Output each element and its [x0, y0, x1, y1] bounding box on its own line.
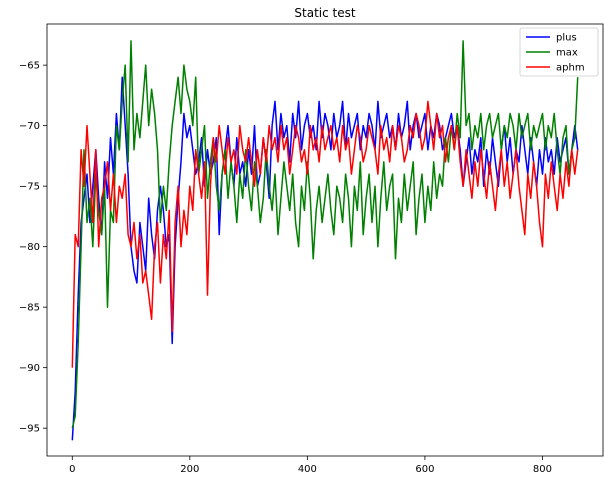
x-tick-label: 800 [533, 464, 552, 475]
axes-frame [46, 23, 604, 457]
legend: plus max aphm [519, 27, 599, 77]
legend-box [519, 27, 599, 77]
y-tick-label: −80 [19, 242, 40, 253]
x-tick-label: 600 [415, 464, 434, 475]
y-tick-label: −75 [19, 182, 40, 193]
x-tick-label: 400 [298, 464, 317, 475]
ticks-layer: 0 200 400 600 800 −95 −90 −85 −80 −75 −70 −65 [19, 61, 552, 475]
series-layer [71, 40, 579, 441]
y-tick-label: −65 [19, 61, 40, 72]
y-tick-label: −85 [19, 303, 40, 314]
series-line-aphm [71, 100, 579, 368]
y-tick-label: −95 [19, 424, 40, 435]
legend-label-plus: plus [556, 33, 577, 44]
x-tick-label: 200 [180, 464, 199, 475]
chart-title: Static test [294, 6, 355, 20]
y-tick-label: −90 [19, 363, 40, 374]
series-line-max [71, 40, 579, 429]
legend-label-max: max [556, 48, 578, 59]
legend-label-aphm: aphm [556, 63, 585, 74]
y-tick-label: −70 [19, 121, 40, 132]
legend-items: plus max aphm [526, 33, 585, 74]
x-tick-label: 0 [69, 464, 75, 475]
